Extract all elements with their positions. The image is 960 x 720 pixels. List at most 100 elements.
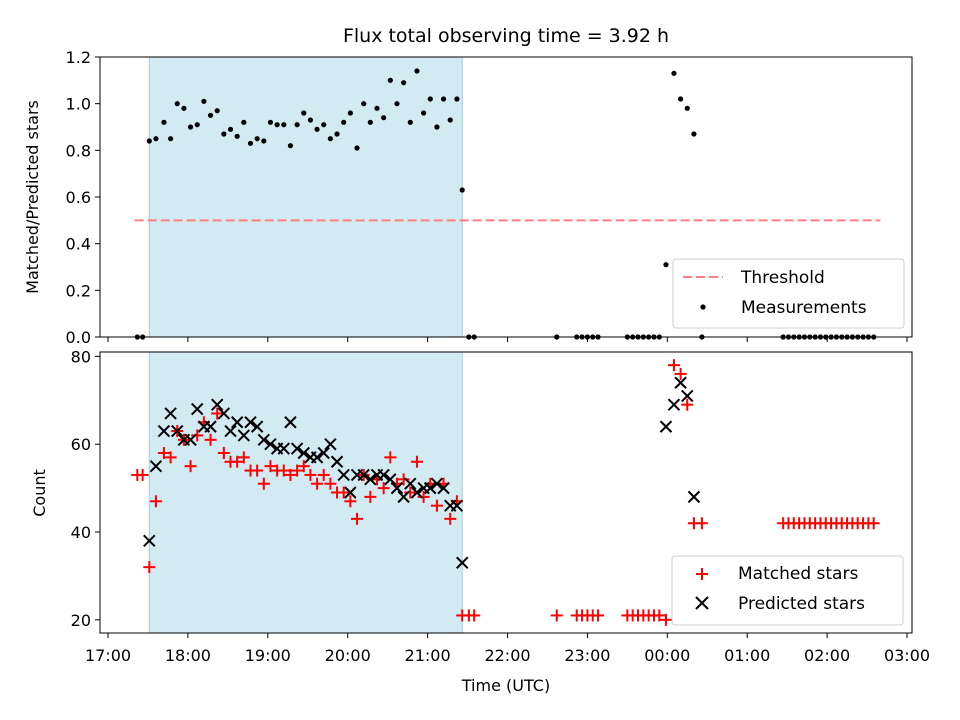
predicted-star-marker: [681, 389, 694, 403]
measurement-point: [187, 124, 194, 130]
predicted-marker-stroke: [330, 455, 344, 468]
x-tick-label: 17:00: [85, 646, 131, 665]
predicted-marker-stroke: [250, 420, 264, 433]
predicted-star-marker: [244, 416, 257, 429]
predicted-marker-stroke: [437, 481, 450, 495]
measurement-point: [374, 105, 380, 111]
predicted-marker-stroke: [410, 486, 424, 499]
top-y-tick-label: 0.0: [66, 328, 91, 347]
matched-star-marker: [184, 460, 197, 473]
predicted-star-marker: [404, 477, 417, 490]
measurement-point: [247, 140, 254, 146]
predicted-marker-stroke: [149, 459, 163, 473]
matched-star-marker: [264, 460, 277, 473]
predicted-marker-stroke: [424, 481, 437, 495]
measurement-point: [387, 77, 393, 83]
predicted-star-marker: [264, 437, 277, 451]
measurement-point: [434, 124, 440, 130]
measurement-point: [267, 119, 274, 125]
bottom-y-ticks: 20 40 60 80: [71, 347, 100, 630]
matched-star-marker: [867, 517, 880, 530]
measurement-point: [241, 119, 247, 125]
predicted-stars-points: [143, 376, 701, 569]
measurement-point: [407, 119, 413, 125]
predicted-marker-stroke: [317, 446, 330, 460]
predicted-marker-stroke: [143, 534, 156, 548]
predicted-marker-stroke: [430, 477, 444, 490]
matched-star-marker: [157, 446, 170, 459]
predicted-marker-stroke: [450, 499, 464, 512]
predicted-star-marker: [424, 481, 437, 495]
matched-star-marker: [149, 495, 162, 508]
predicted-star-marker: [430, 477, 444, 490]
predicted-star-marker: [410, 486, 424, 499]
predicted-marker-stroke: [397, 490, 410, 504]
predicted-star-marker: [330, 455, 344, 468]
x-tick-label: 21:00: [405, 646, 451, 665]
measurement-point: [153, 136, 159, 142]
matched-star-marker: [344, 495, 357, 508]
predicted-star-marker: [290, 442, 304, 455]
predicted-star-marker: [324, 437, 337, 451]
predicted-star-marker: [317, 446, 330, 460]
top-panel: Flux total observing time = 3.92 h 0.00.…: [23, 25, 913, 347]
top-y-tick-label: 0.6: [66, 188, 91, 207]
predicted-marker-stroke: [157, 424, 171, 438]
bottom-legend: Matched stars Predicted stars: [671, 555, 904, 626]
predicted-star-marker: [390, 481, 404, 495]
measurement-point: [207, 112, 214, 118]
x-tick-label: 02:00: [804, 646, 850, 665]
matched-star-marker: [444, 512, 457, 525]
predicted-star-marker: [237, 429, 251, 442]
measurement-point: [327, 136, 333, 142]
predicted-marker-stroke: [191, 402, 204, 416]
top-y-tick-label: 1.0: [66, 95, 91, 114]
predicted-star-marker: [204, 420, 217, 433]
matched-star-marker: [251, 464, 264, 477]
matched-star-marker: [311, 477, 324, 490]
predicted-star-marker: [437, 481, 450, 495]
measurement-point: [347, 110, 353, 116]
predicted-marker-stroke: [164, 407, 177, 420]
legend-matched-swatch: [696, 568, 708, 580]
predicted-marker-stroke: [230, 416, 244, 429]
predicted-marker-stroke: [237, 429, 251, 442]
measurement-point: [227, 126, 234, 132]
measurement-point: [341, 119, 347, 125]
predicted-star-marker: [184, 433, 197, 447]
top-y-tick-label: 0.4: [66, 235, 91, 254]
predicted-star-marker: [364, 473, 377, 486]
measurement-point: [414, 68, 420, 74]
x-tick-label: 20:00: [325, 646, 371, 665]
matched-star-marker: [143, 561, 156, 574]
measurement-point: [454, 96, 460, 102]
bottom-panel: 20 40 60 80 17:00 18:00 19:00 20:00 21:00 22:00 2…: [30, 347, 930, 695]
measurement-point: [381, 115, 387, 121]
measurement-point: [294, 122, 300, 128]
predicted-star-marker: [191, 402, 204, 416]
matched-star-marker: [430, 499, 443, 512]
legend-matched-label: Matched stars: [738, 564, 858, 584]
matched-star-marker: [291, 464, 304, 477]
measurement-point: [321, 122, 327, 128]
x-tick-label: 23:00: [564, 646, 610, 665]
matched-star-marker: [667, 359, 680, 372]
predicted-star-marker: [384, 473, 397, 486]
predicted-marker-stroke: [244, 416, 257, 429]
measurement-point: [671, 70, 677, 76]
measurement-point: [167, 136, 174, 142]
predicted-marker-stroke: [384, 473, 397, 486]
x-tick-label: 19:00: [245, 646, 291, 665]
predicted-star-marker: [450, 499, 464, 512]
predicted-star-marker: [344, 486, 357, 499]
predicted-star-marker: [164, 407, 177, 420]
matched-star-marker: [217, 446, 230, 459]
bottom-legend-box: [671, 555, 904, 626]
predicted-star-marker: [310, 451, 324, 464]
matched-star-marker: [550, 609, 563, 622]
matched-star-marker: [653, 609, 666, 622]
predicted-marker-stroke: [257, 433, 271, 447]
top-legend: Threshold Measurements: [672, 258, 905, 329]
predicted-marker-stroke: [364, 473, 377, 486]
bottom-y-tick-label: 20: [71, 611, 91, 630]
